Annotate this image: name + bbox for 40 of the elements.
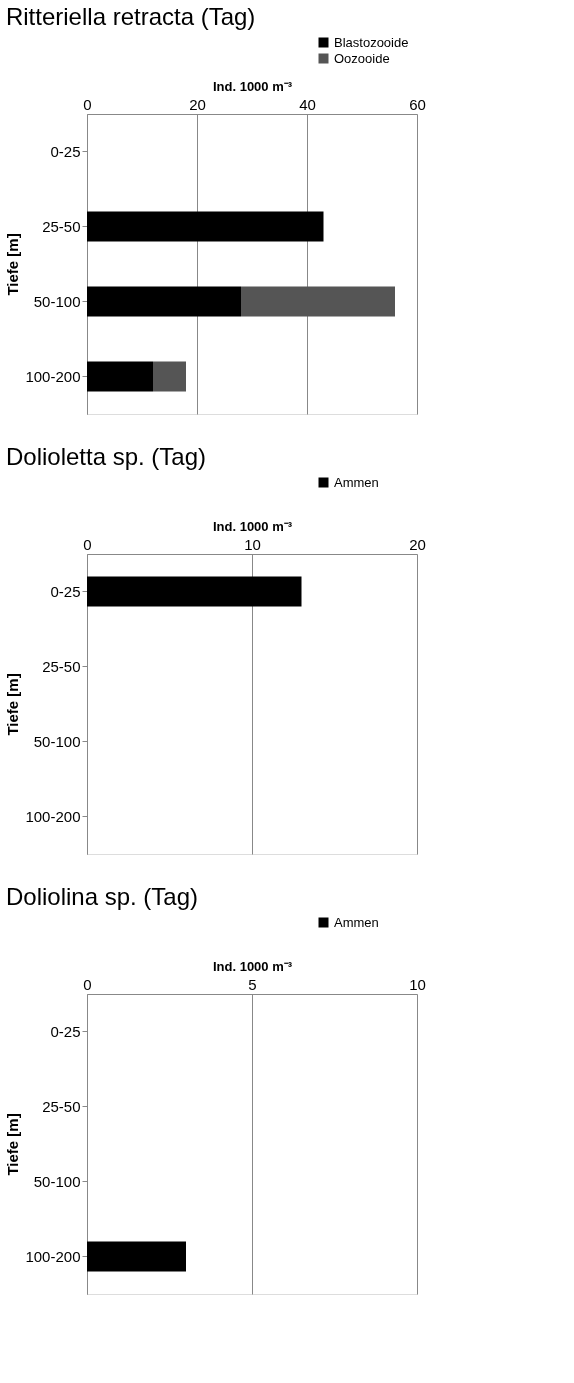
- y-tick-label: 100-200: [25, 807, 81, 825]
- legend-label: Ammen: [334, 914, 379, 930]
- x-tick-label: 10: [244, 535, 261, 553]
- y-tick-label: 25-50: [42, 657, 81, 675]
- bar: [87, 286, 241, 317]
- x-axis-title: Ind. 1000 m⁻³: [212, 958, 293, 974]
- legend-label: Ammen: [334, 474, 379, 490]
- y-tick-label: 50-100: [33, 1172, 81, 1190]
- x-tick-label: 10: [409, 975, 426, 993]
- x-axis-title: Ind. 1000 m⁻³: [212, 518, 293, 534]
- bar: [153, 361, 186, 392]
- y-tick-label: 0-25: [50, 1022, 81, 1040]
- y-axis-title: Tiefe [m]: [4, 673, 22, 736]
- x-tick-label: 20: [409, 535, 426, 553]
- y-tick-label: 50-100: [33, 732, 81, 750]
- bar: [87, 361, 153, 392]
- y-tick-label: 25-50: [42, 1097, 81, 1115]
- legend-label: Oozooide: [334, 50, 390, 66]
- y-axis-title: Tiefe [m]: [4, 1113, 22, 1176]
- x-tick-label: 20: [189, 95, 206, 113]
- y-tick-label: 0-25: [50, 142, 81, 160]
- x-tick-label: 40: [299, 95, 316, 113]
- chart-title: Dolioletta sp. (Tag): [5, 443, 207, 470]
- y-tick-label: 50-100: [33, 292, 81, 310]
- y-tick-label: 100-200: [25, 1247, 81, 1265]
- y-tick-label: 25-50: [42, 217, 81, 235]
- x-tick-label: 0: [83, 535, 92, 553]
- bar: [241, 286, 395, 317]
- y-axis-title: Tiefe [m]: [4, 233, 22, 296]
- x-tick-label: 0: [83, 95, 92, 113]
- x-tick-label: 5: [248, 975, 257, 993]
- y-tick-label: 100-200: [25, 367, 81, 385]
- legend-label: Blastozooide: [334, 34, 409, 50]
- chart-title: Ritteriella retracta (Tag): [5, 3, 256, 30]
- y-tick-label: 0-25: [50, 582, 81, 600]
- bar: [87, 211, 324, 242]
- chart-title: Doliolina sp. (Tag): [5, 883, 199, 910]
- x-tick-label: 0: [83, 975, 92, 993]
- x-axis-title: Ind. 1000 m⁻³: [212, 78, 293, 94]
- x-tick-label: 60: [409, 95, 426, 113]
